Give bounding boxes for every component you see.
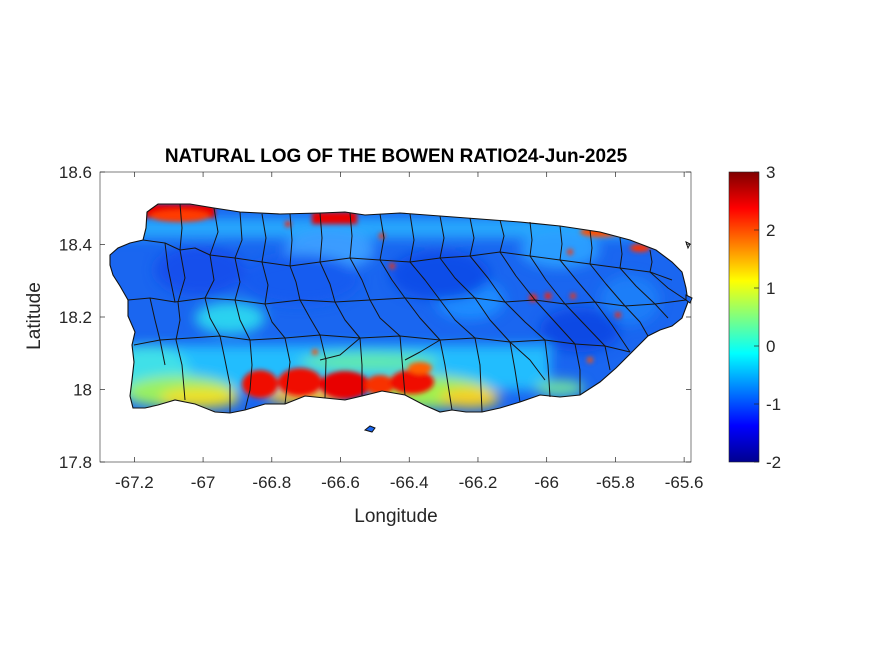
y-axis: 17.8 18 18.2 18.4 18.6 [59, 163, 691, 472]
y-tick-label: 18.4 [59, 236, 92, 255]
y-tick-label: 18 [73, 381, 92, 400]
x-tick-label: -66.8 [252, 473, 291, 492]
x-axis: -67.2 -67 -66.8 -66.6 -66.4 -66.2 -66 -65.8 -65.… [115, 172, 704, 492]
colorbar-tick-label: 3 [766, 163, 775, 182]
colorbar [728, 171, 760, 463]
x-tick-label: -65.8 [596, 473, 635, 492]
colorbar-ticks: 3 2 1 0 -1 -2 [754, 163, 781, 472]
y-axis-label: Latitude [24, 282, 45, 350]
x-axis-label: Longitude [354, 506, 437, 527]
x-tick-label: -67.2 [115, 473, 154, 492]
colorbar-tick-label: -2 [766, 453, 781, 472]
x-tick-label: -66.2 [459, 473, 498, 492]
x-tick-label: -66.4 [390, 473, 429, 492]
caja-de-muertos-island [363, 425, 376, 433]
colorbar-tick-label: -1 [766, 395, 781, 414]
island-outline [109, 203, 689, 414]
y-tick-label: 17.8 [59, 453, 92, 472]
culebra-tip [685, 294, 693, 304]
y-tick-label: 18.2 [59, 308, 92, 327]
x-tick-label: -66.6 [321, 473, 360, 492]
y-tick-label: 18.6 [59, 163, 92, 182]
colorbar-tick-label: 1 [766, 279, 775, 298]
x-tick-label: -65.6 [665, 473, 704, 492]
x-tick-label: -66 [534, 473, 559, 492]
colorbar-tick-label: 2 [766, 221, 775, 240]
vieques-tip [685, 241, 691, 250]
colorbar-tick-label: 0 [766, 337, 775, 356]
municipality-boundaries [127, 203, 687, 413]
x-tick-label: -67 [191, 473, 216, 492]
chart-title: NATURAL LOG OF THE BOWEN RATIO24-Jun-202… [165, 146, 628, 167]
